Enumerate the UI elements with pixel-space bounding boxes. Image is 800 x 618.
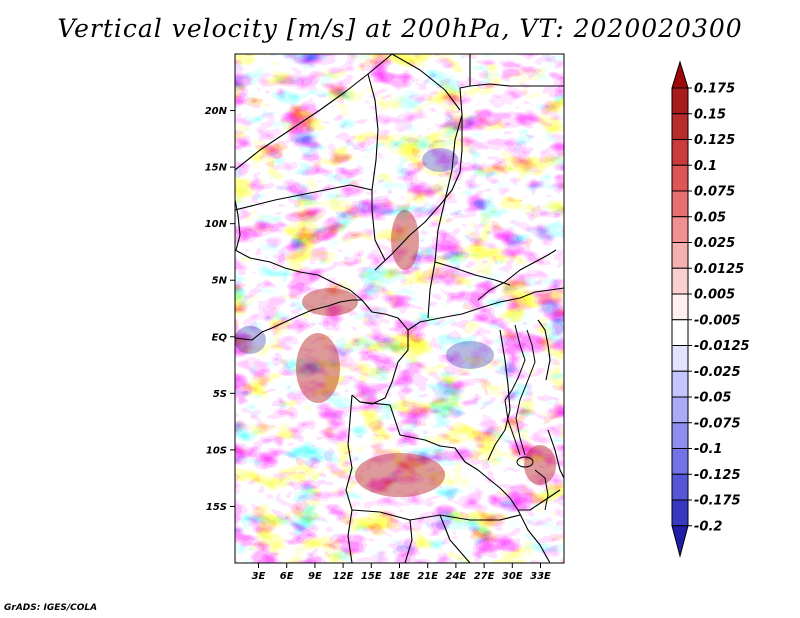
x-tick-label: 24E xyxy=(446,571,467,582)
y-tick-label: 20N xyxy=(205,106,228,117)
colorbar-top-arrow xyxy=(671,60,689,89)
colorbar-swatch xyxy=(671,216,689,243)
chart-title: Vertical velocity [m/s] at 200hPa, VT: 2… xyxy=(57,14,743,43)
colorbar-swatch xyxy=(671,139,689,166)
x-tick-label: 3E xyxy=(252,571,266,582)
colorbar-label: 0.005 xyxy=(694,288,735,303)
colorbar-label: 0.1 xyxy=(694,159,717,174)
velocity-field xyxy=(235,54,564,563)
colorbar-label: 0.075 xyxy=(694,185,735,200)
y-tick-label: 5S xyxy=(213,389,227,400)
colorbar-swatch xyxy=(671,448,689,475)
colorbar-swatch xyxy=(671,87,689,115)
colorbar-label: -0.005 xyxy=(694,313,741,328)
colorbar: 0.175 0.15 0.125 0.1 0.075 0.05 0.025 0.0125 0.0… xyxy=(671,60,750,558)
x-axis: 3E 6E 9E 12E 15E 18E 21E 24E 27E 30E 33E xyxy=(252,563,551,582)
vertical-velocity-map xyxy=(235,54,564,563)
colorbar-label: -0.0125 xyxy=(694,339,750,354)
x-tick-label: 27E xyxy=(474,571,495,582)
x-tick-label: 15E xyxy=(361,571,382,582)
colorbar-swatch xyxy=(671,293,689,321)
colorbar-swatch xyxy=(671,499,689,527)
colorbar-label: -0.125 xyxy=(694,468,741,483)
colorbar-swatch xyxy=(671,267,689,295)
colorbar-swatch xyxy=(671,242,689,269)
colorbar-label: 0.125 xyxy=(694,133,735,148)
y-tick-label: 5N xyxy=(212,276,228,287)
grads-credit: GrADS: IGES/COLA xyxy=(4,603,98,613)
x-tick-label: 18E xyxy=(389,571,410,582)
colorbar-swatch xyxy=(671,319,689,346)
colorbar-swatch xyxy=(671,345,689,372)
colorbar-swatch xyxy=(671,113,689,140)
colorbar-label: 0.0125 xyxy=(694,262,744,277)
y-tick-label: 15S xyxy=(206,502,227,513)
country-borders xyxy=(235,54,564,563)
x-tick-label: 21E xyxy=(417,571,438,582)
colorbar-label: 0.15 xyxy=(694,107,726,122)
y-axis: 20N 15N 10N 5N EQ 5S 10S 15S xyxy=(205,106,235,513)
x-tick-label: 12E xyxy=(333,571,354,582)
y-tick-label: 10S xyxy=(206,445,227,456)
colorbar-label: -0.075 xyxy=(694,416,741,431)
colorbar-label: 0.025 xyxy=(694,236,735,251)
x-tick-label: 9E xyxy=(308,571,322,582)
colorbar-label: 0.175 xyxy=(694,82,735,97)
colorbar-label: -0.1 xyxy=(694,442,722,457)
y-tick-label: 10N xyxy=(205,219,228,230)
x-tick-label: 33E xyxy=(530,571,551,582)
x-tick-label: 30E xyxy=(502,571,523,582)
y-tick-label: 15N xyxy=(205,163,228,174)
lakes xyxy=(504,324,549,511)
colorbar-swatch xyxy=(671,422,689,449)
colorbar-bottom-arrow xyxy=(671,525,689,558)
colorbar-swatch xyxy=(671,396,689,424)
colorbar-swatch xyxy=(671,190,689,218)
y-tick-label: EQ xyxy=(212,332,228,343)
colorbar-swatch xyxy=(671,473,689,501)
colorbar-swatch xyxy=(671,164,689,192)
colorbar-label: -0.025 xyxy=(694,365,741,380)
colorbar-label: -0.05 xyxy=(694,391,731,406)
colorbar-swatch xyxy=(671,370,689,398)
x-tick-label: 6E xyxy=(280,571,294,582)
colorbar-label: -0.175 xyxy=(694,494,741,509)
colorbar-label: -0.2 xyxy=(694,519,722,534)
colorbar-label: 0.05 xyxy=(694,210,726,225)
